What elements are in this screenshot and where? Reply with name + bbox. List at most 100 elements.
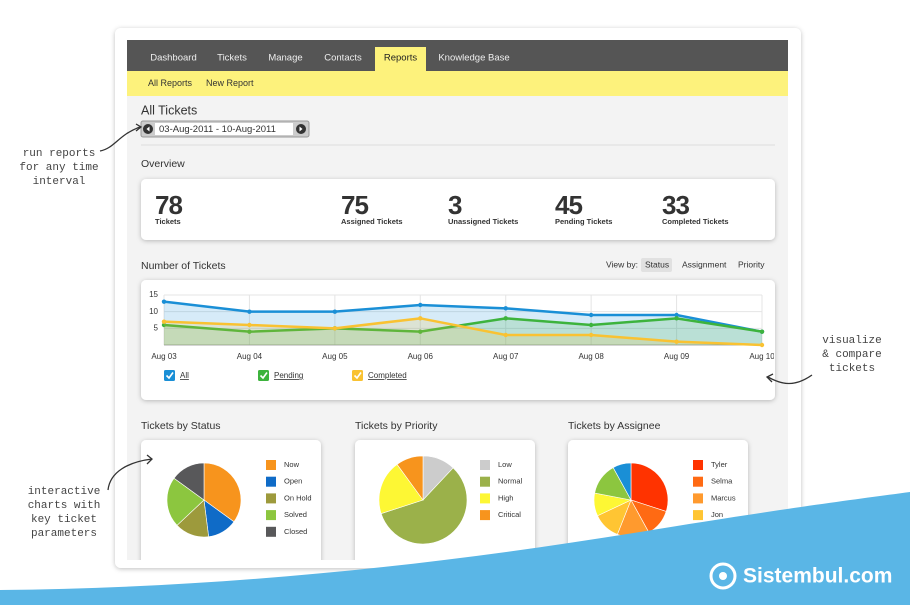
legend-label: Low — [498, 460, 512, 469]
stat-label: Pending Tickets — [555, 217, 612, 226]
series-point — [247, 309, 252, 314]
legend-checkbox[interactable] — [258, 370, 269, 381]
pie-slice[interactable] — [173, 462, 205, 501]
series-point — [674, 312, 679, 318]
legend-label: Jon — [711, 510, 723, 519]
pie-slice[interactable] — [203, 462, 242, 523]
y-tick-label: 5 — [154, 323, 159, 332]
nav-tab[interactable]: Manage — [268, 53, 302, 64]
active-option[interactable] — [641, 258, 672, 272]
x-tick-label: Aug 03 — [151, 352, 177, 361]
legend-label[interactable]: Pending — [274, 371, 303, 380]
subnav-link[interactable]: New Report — [206, 78, 254, 88]
subnav-link[interactable]: All Reports — [148, 78, 193, 88]
x-tick-label: Aug 09 — [664, 352, 690, 361]
stat-value: 78 — [155, 190, 182, 220]
legend-label: Marcus — [711, 493, 736, 502]
next-icon — [299, 126, 303, 132]
annotation: & compare — [822, 349, 881, 361]
series-point — [588, 312, 594, 318]
series-area — [164, 318, 762, 345]
app: All Tickets 03-Aug-2011 - 10-Aug-2011 Ov… — [127, 40, 788, 560]
annotation: parameters — [31, 528, 97, 540]
overview-card — [141, 179, 775, 240]
legend-checkbox[interactable] — [164, 370, 175, 381]
series-point — [161, 319, 167, 324]
annotation-arrow — [107, 458, 153, 491]
series-point — [674, 339, 679, 344]
x-tick-label: Aug 10 — [749, 352, 775, 361]
series-point — [332, 309, 338, 314]
legend-label[interactable]: All — [180, 371, 189, 380]
pie-slice[interactable] — [612, 462, 632, 501]
legend-label: Selma — [711, 477, 733, 486]
annotation: interval — [33, 176, 86, 188]
brand: Sistembul.com — [743, 565, 892, 588]
nav-tab[interactable]: Dashboard — [150, 53, 196, 64]
series-point — [588, 332, 594, 338]
stat-value: 33 — [662, 190, 689, 220]
legend-swatch — [266, 526, 276, 537]
legend-label: Critical — [498, 510, 521, 519]
view-by-label: View by: — [606, 259, 638, 269]
series-point — [418, 329, 423, 334]
nav-tab[interactable]: Tickets — [217, 53, 247, 64]
view-by-option[interactable]: Assignment — [682, 259, 727, 269]
series-area — [164, 318, 762, 345]
prev-icon — [146, 126, 150, 132]
series-point — [503, 316, 508, 321]
view-by-option[interactable]: Priority — [738, 259, 765, 269]
annotation-arrow — [767, 374, 813, 385]
line-chart-card — [141, 280, 775, 400]
legend-label: On Hold — [284, 493, 312, 502]
annotation: run reports — [23, 148, 96, 160]
legend-swatch — [480, 493, 490, 504]
legend-check — [165, 372, 174, 380]
pie-slice[interactable] — [166, 477, 205, 526]
legend-label: Closed — [284, 527, 307, 536]
wave — [0, 492, 910, 605]
nav-tab[interactable]: Reports — [384, 53, 418, 64]
series-line — [163, 317, 763, 347]
legend-swatch — [266, 460, 276, 470]
nav-tab[interactable]: Knowledge Base — [438, 53, 509, 64]
annotation-arrow — [146, 454, 153, 465]
legend-label[interactable]: Completed — [368, 371, 407, 380]
x-tick-label: Aug 05 — [322, 352, 348, 361]
stat-value: 45 — [555, 190, 582, 220]
date-field[interactable] — [155, 123, 293, 135]
section-title: Number of Tickets — [141, 260, 226, 272]
stat-label: Completed Tickets — [662, 217, 729, 226]
series-point — [332, 326, 338, 331]
subnav-bar — [127, 71, 788, 96]
legend-swatch — [480, 510, 490, 521]
date-range: 03-Aug-2011 - 10-Aug-2011 — [159, 124, 276, 135]
annotation-arrow — [765, 373, 774, 383]
active-tab[interactable] — [375, 47, 426, 71]
section-title: Overview — [141, 158, 185, 170]
x-tick-label: Aug 07 — [493, 352, 519, 361]
series-point — [503, 332, 508, 338]
pie-slice[interactable] — [380, 467, 468, 545]
series-point — [418, 302, 423, 308]
annotation: for any time — [19, 162, 98, 174]
pie-slice[interactable] — [630, 462, 669, 512]
series-point — [418, 316, 423, 321]
legend-checkbox[interactable] — [352, 370, 363, 381]
pie-slice[interactable] — [396, 455, 424, 501]
series-point — [674, 316, 679, 321]
stat-label: Unassigned Tickets — [448, 217, 518, 226]
view-by-option[interactable]: Status — [645, 259, 669, 269]
series-point — [759, 342, 765, 348]
series-point — [588, 322, 594, 328]
stat-label: Tickets — [155, 217, 181, 226]
pie-slice[interactable] — [378, 463, 424, 514]
legend-label: Solved — [284, 510, 307, 519]
nav-tab[interactable]: Contacts — [324, 53, 362, 64]
legend-swatch — [693, 510, 703, 521]
series-point — [161, 299, 167, 304]
brand-logo — [709, 562, 737, 590]
legend-swatch — [266, 493, 276, 504]
annotation: charts with — [28, 500, 101, 512]
